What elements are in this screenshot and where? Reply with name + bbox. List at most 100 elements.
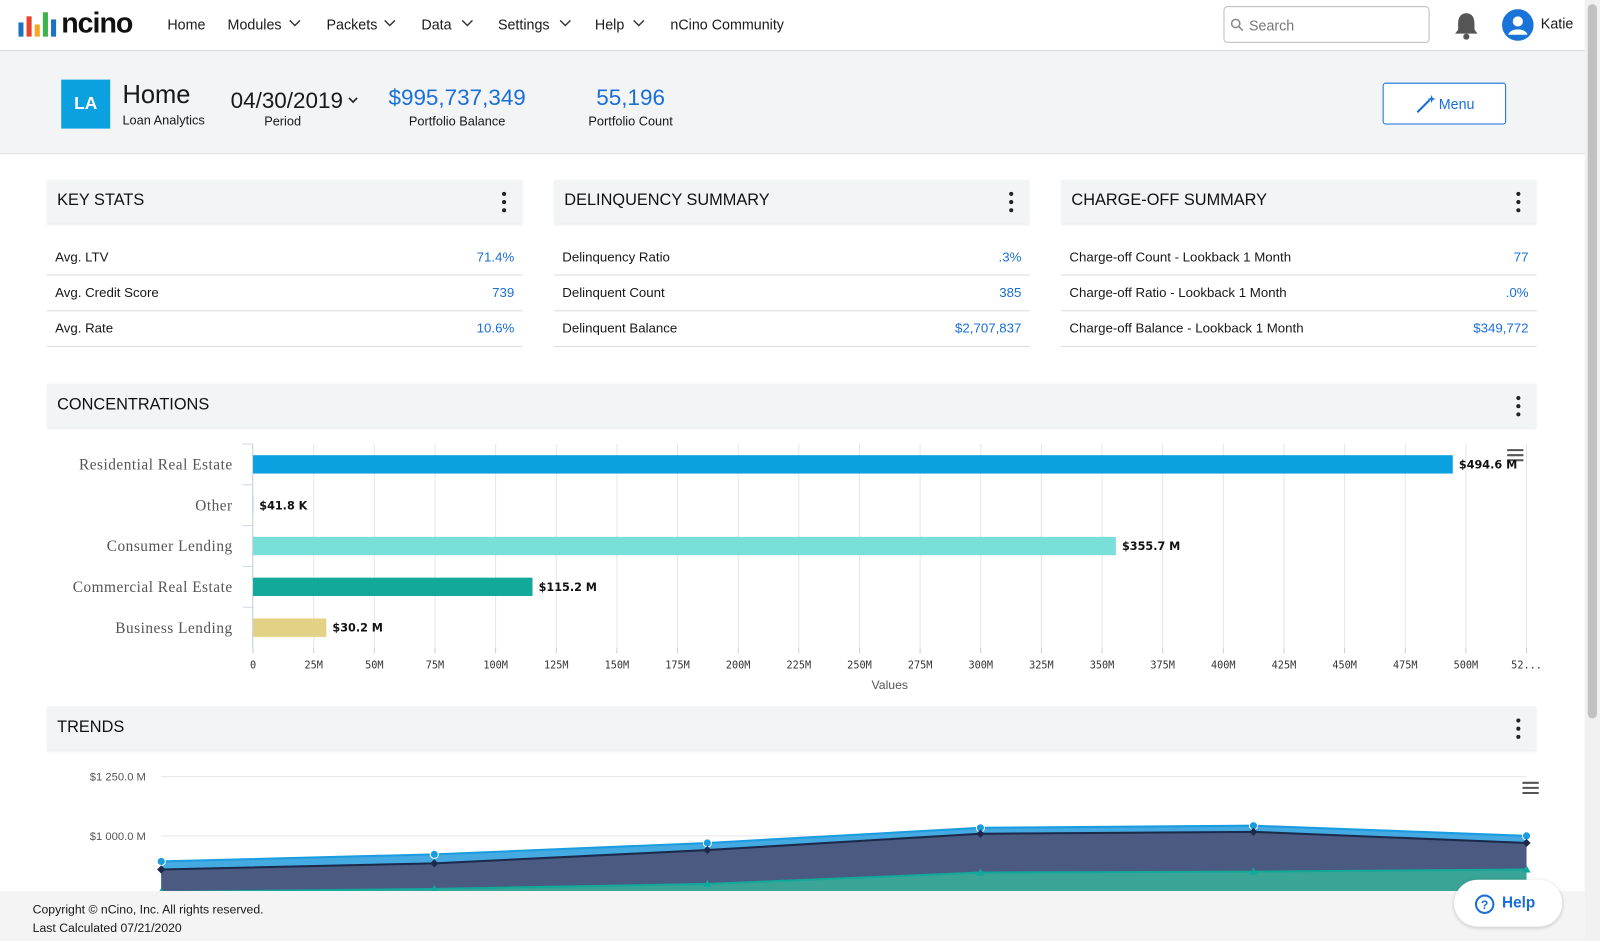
x-tick-label: 425M — [1272, 660, 1297, 671]
page-subtitle: Loan Analytics — [122, 113, 205, 128]
x-tick-label: 100M — [483, 660, 508, 671]
nav-link[interactable]: Data — [421, 16, 452, 33]
chart-menu-icon[interactable] — [1522, 781, 1539, 795]
menu-label: Menu — [1438, 95, 1475, 113]
chart-menu-icon[interactable] — [1507, 449, 1524, 462]
data-label: $494.6 M — [1459, 458, 1517, 471]
point — [1522, 865, 1531, 873]
logo-bars — [18, 12, 57, 37]
menu-button[interactable]: Menu — [1382, 82, 1507, 125]
brand[interactable]: ncino — [61, 7, 133, 39]
stat-row: Avg. Credit Score 739 — [46, 275, 523, 312]
nav-chevron[interactable] — [461, 19, 473, 27]
nav-link[interactable]: Home — [167, 16, 206, 33]
svg-text:?: ? — [1481, 898, 1488, 912]
x-tick-label: 500M — [1454, 660, 1479, 671]
card-menu[interactable] — [1516, 191, 1521, 216]
section-title: TRENDS — [57, 718, 125, 736]
stat-row: Charge-off Ratio - Lookback 1 Month .0% — [1061, 275, 1537, 312]
bell-icon[interactable] — [1453, 11, 1480, 40]
line — [161, 868, 1527, 894]
page-header: LA Home Loan Analytics 04/30/2019 Period… — [0, 51, 1585, 155]
scrollbar[interactable] — [1584, 0, 1600, 941]
x-tick-label: 350M — [1090, 660, 1115, 671]
nav-link[interactable]: Help — [594, 16, 625, 33]
period-chevron[interactable] — [348, 97, 358, 105]
nav-link[interactable]: nCino Community — [670, 16, 784, 33]
wand-icon — [1416, 94, 1436, 113]
stat-value: 10.6% — [476, 320, 515, 336]
section-menu[interactable] — [1516, 718, 1521, 743]
x-tick-label: 200M — [726, 660, 751, 671]
x-tick-label: 52... — [1511, 660, 1542, 671]
stat-label: Delinquent Count — [562, 284, 665, 301]
x-tick-label: 225M — [787, 660, 812, 671]
x-tick-label: 450M — [1332, 660, 1357, 671]
stat-value: 71.4% — [476, 249, 515, 265]
footer: Copyright © nCino, Inc. All rights reser… — [0, 879, 1585, 941]
stat-label: Avg. LTV — [55, 249, 109, 265]
last-calculated: Last Calculated 07/21/2020 — [32, 920, 182, 935]
help-label: Help — [1502, 894, 1536, 912]
period-label: Period — [264, 114, 302, 129]
copyright: Copyright © nCino, Inc. All rights reser… — [32, 902, 264, 917]
y-tick-label: Consumer Lending — [107, 538, 233, 555]
nav-chevron[interactable] — [559, 19, 571, 27]
search-box[interactable]: Search — [1223, 6, 1430, 43]
nav-link[interactable]: Packets — [326, 16, 378, 33]
point — [1521, 831, 1532, 841]
card-title: KEY STATS — [57, 191, 145, 210]
user-name[interactable]: Katie — [1540, 15, 1574, 32]
x-tick-label: 475M — [1393, 660, 1418, 671]
stat-row: Charge-off Count - Lookback 1 Month 77 — [1061, 239, 1537, 276]
x-tick-label: 400M — [1211, 660, 1236, 671]
y-tick-label: $1 250.0 M — [90, 772, 146, 784]
avatar[interactable] — [1502, 9, 1534, 41]
stat-value: 77 — [1513, 249, 1529, 265]
stat-value: 385 — [999, 284, 1022, 301]
nav-chevron[interactable] — [289, 19, 301, 27]
stat-label: Avg. Rate — [55, 320, 114, 336]
card-menu[interactable] — [502, 191, 507, 216]
point — [702, 838, 712, 848]
bar — [253, 618, 327, 637]
card-title: DELINQUENCY SUMMARY — [564, 191, 770, 210]
point — [156, 856, 166, 867]
stat-row: Delinquency Ratio .3% — [554, 239, 1030, 276]
help-button[interactable]: ? Help — [1454, 879, 1563, 927]
search-placeholder: Search — [1248, 17, 1295, 34]
search-icon — [1230, 18, 1244, 32]
card-header: CHARGE-OFF SUMMARY — [1061, 179, 1537, 224]
stat-value: 739 — [492, 284, 515, 301]
stat-label: Charge-off Balance - Lookback 1 Month — [1069, 320, 1304, 336]
period-select[interactable]: 04/30/2019 — [230, 87, 343, 114]
point — [430, 884, 439, 892]
stat-label: Avg. Credit Score — [55, 284, 159, 301]
portfolio-count-label: Portfolio Count — [588, 114, 673, 129]
concentrations-header: CONCENTRATIONS — [46, 383, 1537, 428]
nav-link[interactable]: Modules — [227, 16, 282, 33]
point — [1249, 867, 1258, 875]
x-tick-label: 50M — [365, 660, 383, 671]
x-tick-label: 150M — [605, 660, 630, 671]
scrollbar-thumb[interactable] — [1587, 4, 1597, 719]
nav-chevron[interactable] — [633, 19, 645, 27]
data-label: $115.2 M — [539, 581, 597, 594]
nav-link[interactable]: Settings — [497, 16, 550, 33]
portfolio-balance-label: Portfolio Balance — [408, 114, 506, 129]
card-menu[interactable] — [1009, 191, 1014, 216]
section-menu[interactable] — [1516, 395, 1521, 420]
x-tick-label: 250M — [847, 660, 872, 671]
point — [976, 868, 985, 876]
stat-value: .3% — [998, 249, 1022, 265]
nav-chevron[interactable] — [384, 19, 396, 27]
bar — [253, 577, 533, 597]
x-tick-label: 25M — [304, 660, 322, 671]
data-label: $41.8 K — [259, 499, 308, 512]
stat-row: Charge-off Balance - Lookback 1 Month $34… — [1061, 310, 1537, 348]
stat-label: Charge-off Count - Lookback 1 Month — [1069, 249, 1292, 265]
bar — [253, 455, 1453, 474]
stat-row: Avg. Rate 10.6% — [46, 310, 523, 348]
